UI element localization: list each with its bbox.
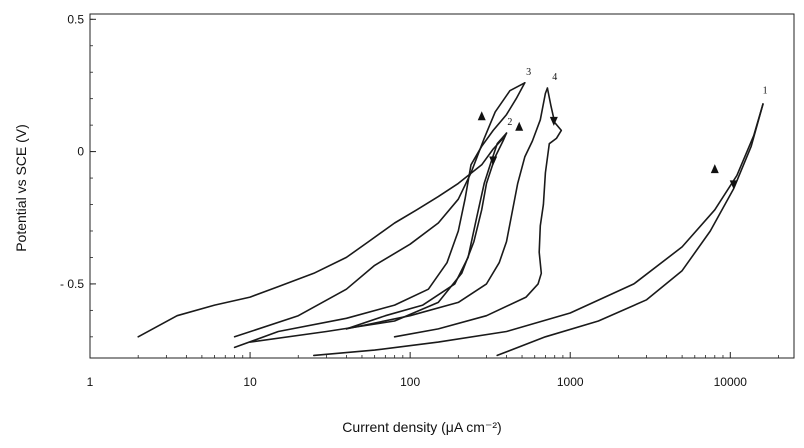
x-tick-label: 10 bbox=[243, 375, 257, 389]
curves-group bbox=[137, 82, 764, 357]
x-tick-label: 1 bbox=[87, 375, 94, 389]
plot-frame bbox=[89, 13, 795, 359]
curve-label: 3 bbox=[526, 67, 531, 78]
curve-3-reverse-line bbox=[233, 82, 526, 349]
curve-2-arrow-icon bbox=[489, 156, 498, 166]
y-tick-label: 0 bbox=[77, 145, 84, 159]
curve-4-arrow-icon bbox=[515, 121, 524, 131]
curve-1-forward-line bbox=[313, 103, 764, 357]
x-tick-label: 100 bbox=[400, 375, 420, 389]
curve-label: 2 bbox=[507, 117, 512, 128]
curve-3-forward-line bbox=[233, 82, 526, 338]
curve-1-arrow-icon bbox=[710, 164, 719, 174]
curve-1-reverse-line bbox=[496, 103, 764, 357]
curve-labels-group: 1 2 3 4 bbox=[507, 67, 767, 128]
y-axis-title: Potential vs SCE (V) bbox=[13, 124, 29, 252]
y-axis: 0.5 0 - 0.5 bbox=[60, 12, 96, 338]
curve-2-reverse-line bbox=[345, 132, 508, 330]
curve-2-forward-line bbox=[249, 132, 508, 343]
y-tick-label: - 0.5 bbox=[60, 277, 84, 291]
y-tick-label: 0.5 bbox=[67, 12, 84, 26]
x-tick-label: 1000 bbox=[557, 375, 584, 389]
curve-1-arrow-icon bbox=[729, 180, 738, 190]
x-axis: 1 10 100 1000 10000 bbox=[87, 352, 779, 389]
curve-label: 1 bbox=[763, 85, 768, 96]
curve-4-arrow-icon bbox=[549, 116, 558, 126]
curve-4-reverse-line bbox=[393, 87, 563, 338]
curve-4-forward-line bbox=[345, 87, 549, 330]
curve-3-arrow-icon bbox=[477, 111, 486, 121]
x-tick-label: 10000 bbox=[714, 375, 748, 389]
curve-5-forward-line bbox=[137, 137, 504, 338]
x-axis-title: Current density (μA cm⁻²) bbox=[342, 419, 501, 435]
curve-label: 4 bbox=[552, 72, 557, 83]
